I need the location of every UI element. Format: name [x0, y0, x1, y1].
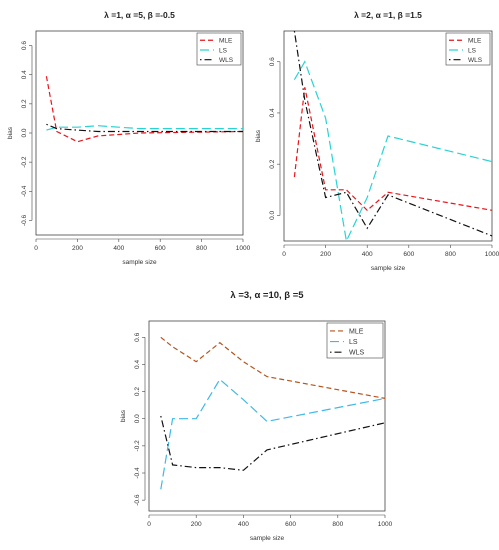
- x-tick-label: 200: [191, 521, 202, 528]
- x-tick-label: 800: [332, 521, 343, 528]
- legend-label-mle: MLE: [468, 38, 482, 45]
- y-tick-label: -0.4: [21, 185, 28, 197]
- y-tick-label: 0.4: [134, 360, 141, 369]
- chart-title: λ =1, α =5, β =-0.5: [104, 10, 175, 20]
- y-tick-label: 0.0: [134, 414, 141, 423]
- legend-label-wls: WLS: [349, 349, 365, 356]
- x-tick-label: 200: [320, 251, 331, 258]
- y-tick-label: 0.0: [21, 128, 28, 137]
- x-tick-label: 0: [34, 245, 38, 252]
- series-line-wls: [293, 30, 493, 237]
- x-axis-label: sample size: [371, 265, 406, 272]
- y-tick-label: 0.4: [269, 108, 276, 117]
- y-tick-label: -0.6: [134, 494, 141, 506]
- legend: MLE LS WLS: [326, 322, 384, 359]
- series-line-wls: [160, 415, 386, 471]
- x-tick-label: 1000: [378, 521, 393, 528]
- chart-title: λ =2, α =1, β =1.5: [354, 10, 422, 20]
- x-tick-label: 400: [362, 251, 373, 258]
- series-line-wls: [46, 123, 243, 133]
- y-tick-label: -0.2: [21, 156, 28, 168]
- x-tick-label: 1000: [236, 245, 251, 252]
- x-tick-label: 400: [238, 521, 249, 528]
- legend-label-wls: WLS: [468, 57, 483, 64]
- plot-frame: [148, 320, 386, 512]
- y-tick-label: -0.2: [134, 440, 141, 452]
- x-axis-label: sample size: [122, 259, 157, 266]
- x-tick-label: 800: [196, 245, 207, 252]
- y-tick-label: 0.2: [134, 387, 141, 396]
- chart-title: λ =3, α =10, β =5: [230, 290, 304, 301]
- legend: MLE LS WLS: [445, 32, 491, 66]
- chart-panel-3: λ =3, α =10, β =5 0 200 400 600 800 1000 sample…: [120, 290, 393, 542]
- x-tick-label: 0: [147, 521, 151, 528]
- legend-label-ls: LS: [349, 339, 358, 346]
- legend: MLE LS WLS: [196, 32, 242, 66]
- legend-box: [196, 32, 242, 66]
- y-tick-label: -0.4: [134, 467, 141, 479]
- series-line-ls: [46, 125, 243, 131]
- y-tick-label: 0.6: [21, 41, 28, 50]
- y-tick-label: 0.0: [269, 210, 276, 219]
- legend-label-wls: WLS: [219, 57, 234, 64]
- x-tick-label: 0: [282, 251, 286, 258]
- y-axis-label: bias: [120, 409, 127, 422]
- legend-box: [445, 32, 491, 66]
- x-tick-label: 200: [72, 245, 83, 252]
- x-tick-label: 400: [113, 245, 124, 252]
- chart-panel-2: λ =2, α =1, β =1.5 0 200 400 600 800 1000 sampl…: [255, 10, 499, 272]
- legend-label-ls: LS: [219, 47, 228, 54]
- y-axis-label: bias: [7, 126, 14, 139]
- y-axis-label: bias: [255, 129, 262, 142]
- x-tick-label: 1000: [485, 251, 499, 258]
- legend-label-ls: LS: [468, 47, 477, 54]
- series-line-mle: [160, 336, 386, 399]
- series-line-mle: [293, 87, 493, 212]
- plot-frame: [35, 30, 244, 236]
- y-tick-label: 0.6: [134, 332, 141, 341]
- y-tick-label: 0.6: [269, 57, 276, 66]
- y-tick-label: 0.2: [21, 99, 28, 108]
- y-tick-label: 0.2: [269, 159, 276, 168]
- series-line-ls: [293, 60, 493, 243]
- series-line-mle: [45, 76, 244, 143]
- x-tick-label: 600: [285, 521, 296, 528]
- x-tick-label: 600: [403, 251, 414, 258]
- chart-panel-1: λ =1, α =5, β =-0.5 0 200 400 600 800 1000 samp…: [7, 10, 251, 266]
- x-tick-label: 600: [155, 245, 166, 252]
- x-axis-label: sample size: [250, 535, 285, 542]
- plot-frame: [283, 30, 493, 242]
- legend-label-mle: MLE: [349, 328, 364, 335]
- series-line-ls: [160, 378, 386, 490]
- y-tick-label: -0.6: [21, 214, 28, 226]
- y-tick-label: 0.4: [21, 70, 28, 79]
- x-tick-label: 800: [445, 251, 456, 258]
- legend-label-mle: MLE: [219, 38, 233, 45]
